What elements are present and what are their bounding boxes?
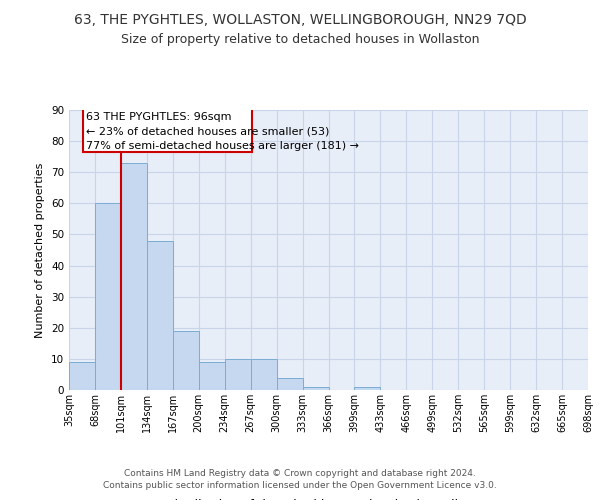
Bar bbox=[355, 387, 380, 390]
Bar bbox=[173, 331, 199, 390]
Text: 63, THE PYGHTLES, WOLLASTON, WELLINGBOROUGH, NN29 7QD: 63, THE PYGHTLES, WOLLASTON, WELLINGBORO… bbox=[74, 12, 526, 26]
Bar bbox=[302, 387, 329, 390]
Bar bbox=[147, 240, 173, 390]
Text: 63 THE PYGHTLES: 96sqm: 63 THE PYGHTLES: 96sqm bbox=[86, 112, 232, 122]
Bar bbox=[251, 359, 277, 390]
FancyBboxPatch shape bbox=[83, 108, 252, 152]
Text: Contains HM Land Registry data © Crown copyright and database right 2024.
Contai: Contains HM Land Registry data © Crown c… bbox=[103, 468, 497, 490]
Bar bbox=[121, 163, 147, 390]
Text: Size of property relative to detached houses in Wollaston: Size of property relative to detached ho… bbox=[121, 32, 479, 46]
Bar bbox=[277, 378, 302, 390]
Bar bbox=[199, 362, 224, 390]
Text: 77% of semi-detached houses are larger (181) →: 77% of semi-detached houses are larger (… bbox=[86, 141, 359, 151]
Bar bbox=[69, 362, 95, 390]
Y-axis label: Number of detached properties: Number of detached properties bbox=[35, 162, 46, 338]
Text: ← 23% of detached houses are smaller (53): ← 23% of detached houses are smaller (53… bbox=[86, 126, 329, 136]
Bar bbox=[225, 359, 251, 390]
Bar bbox=[95, 204, 121, 390]
X-axis label: Distribution of detached houses by size in Wollaston: Distribution of detached houses by size … bbox=[164, 499, 493, 500]
